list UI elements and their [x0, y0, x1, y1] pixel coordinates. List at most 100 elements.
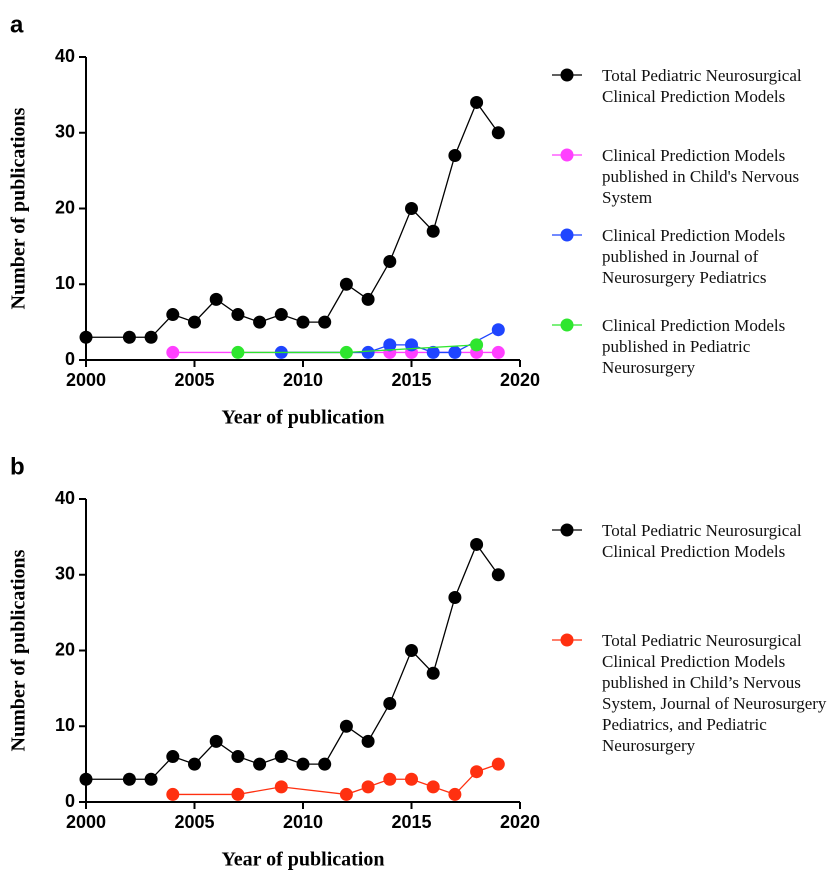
data-point: [296, 757, 310, 771]
data-point: [339, 277, 353, 291]
data-point: [405, 772, 418, 786]
data-point: [122, 330, 136, 344]
x-tick-label: 2005: [174, 370, 214, 390]
y-tick-label: 10: [55, 715, 75, 735]
legend-marker: [552, 523, 582, 537]
legend-dot: [560, 318, 574, 332]
legend-item: Clinical Prediction Models published in …: [550, 145, 830, 208]
series-line: [86, 101, 499, 338]
data-point: [448, 590, 462, 604]
data-point: [188, 315, 201, 329]
data-point: [491, 568, 505, 582]
data-point: [491, 757, 505, 771]
x-tick-label: 2020: [500, 370, 540, 390]
legend-text: Clinical Prediction Models published in …: [602, 226, 786, 287]
data-point: [470, 765, 484, 779]
data-point: [274, 750, 288, 764]
y-axis-label: Number of publications: [8, 107, 30, 309]
data-point: [188, 757, 201, 771]
y-tick-label: 40: [55, 46, 75, 66]
series-line: [237, 344, 477, 354]
data-point: [426, 224, 440, 238]
legend-dot: [560, 68, 574, 82]
data-point: [491, 345, 505, 359]
data-point: [318, 315, 332, 329]
legend-text: Clinical Prediction Models published in …: [602, 316, 786, 377]
legend-marker: [552, 228, 582, 242]
y-tick-label: 0: [65, 349, 75, 369]
data-point: [383, 255, 397, 269]
legend-item: Clinical Prediction Models published in …: [550, 225, 830, 288]
legend-dot: [560, 228, 574, 242]
y-tick-label: 0: [65, 791, 75, 811]
legend-text: Total Pediatric Neurosurgical Clinical P…: [602, 521, 802, 561]
legend-item: Total Pediatric Neurosurgical Clinical P…: [550, 630, 830, 756]
panel-label: a: [10, 11, 24, 38]
data-point: [448, 148, 462, 162]
legend-marker: [552, 318, 582, 332]
data-point: [361, 780, 375, 794]
series-line: [86, 543, 499, 780]
chart-b: b Year of publication Number of publicatio…: [8, 453, 540, 870]
data-point: [383, 772, 397, 786]
data-point: [339, 787, 353, 801]
legend-dot: [560, 148, 574, 162]
data-point: [166, 750, 180, 764]
series-line: [172, 763, 499, 796]
legend-dot: [560, 523, 574, 537]
data-point: [231, 787, 245, 801]
data-point: [361, 292, 375, 306]
legend-marker: [552, 148, 582, 162]
data-point: [426, 666, 440, 680]
data-point: [339, 719, 353, 733]
x-tick-label: 2020: [500, 812, 540, 832]
legend-item: Total Pediatric Neurosurgical Clinical P…: [550, 520, 830, 562]
legend-dot: [560, 633, 574, 647]
data-point: [253, 757, 267, 771]
y-tick-label: 30: [55, 564, 75, 584]
legend-marker: [552, 633, 582, 647]
x-axis-label: Year of publication: [222, 849, 385, 870]
data-point: [166, 345, 180, 359]
data-point: [448, 787, 462, 801]
data-point: [361, 345, 375, 359]
data-point: [491, 126, 505, 140]
panel-label: b: [10, 453, 25, 480]
x-tick-label: 2010: [283, 812, 323, 832]
legend-item: Total Pediatric Neurosurgical Clinical P…: [550, 65, 830, 107]
data-point: [296, 315, 310, 329]
data-point: [470, 338, 484, 352]
x-tick-label: 2000: [66, 370, 106, 390]
data-point: [79, 330, 93, 344]
y-tick-label: 20: [55, 197, 75, 217]
x-tick-label: 2015: [391, 370, 431, 390]
x-axis-label: Year of publication: [222, 407, 385, 429]
legend-text: Total Pediatric Neurosurgical Clinical P…: [602, 66, 802, 106]
data-point: [274, 308, 288, 322]
data-point: [122, 772, 136, 786]
data-point: [209, 734, 223, 748]
data-point: [253, 315, 267, 329]
legend-item: Clinical Prediction Models published in …: [550, 315, 830, 378]
data-point: [470, 537, 484, 551]
data-point: [405, 644, 418, 657]
data-point: [144, 772, 158, 786]
data-point: [231, 750, 245, 764]
y-tick-label: 20: [55, 639, 75, 659]
data-point: [209, 292, 223, 306]
x-tick-label: 2010: [283, 370, 323, 390]
y-tick-label: 30: [55, 122, 75, 142]
legend-marker: [552, 68, 582, 82]
data-point: [383, 338, 397, 352]
data-point: [448, 345, 462, 359]
data-point: [361, 734, 375, 748]
legend-text: Clinical Prediction Models published in …: [602, 146, 800, 207]
data-point: [318, 757, 332, 771]
x-tick-label: 2005: [174, 812, 214, 832]
data-point: [166, 308, 180, 322]
y-tick-label: 40: [55, 488, 75, 508]
data-point: [166, 787, 180, 801]
data-point: [426, 345, 440, 359]
data-point: [144, 330, 158, 344]
